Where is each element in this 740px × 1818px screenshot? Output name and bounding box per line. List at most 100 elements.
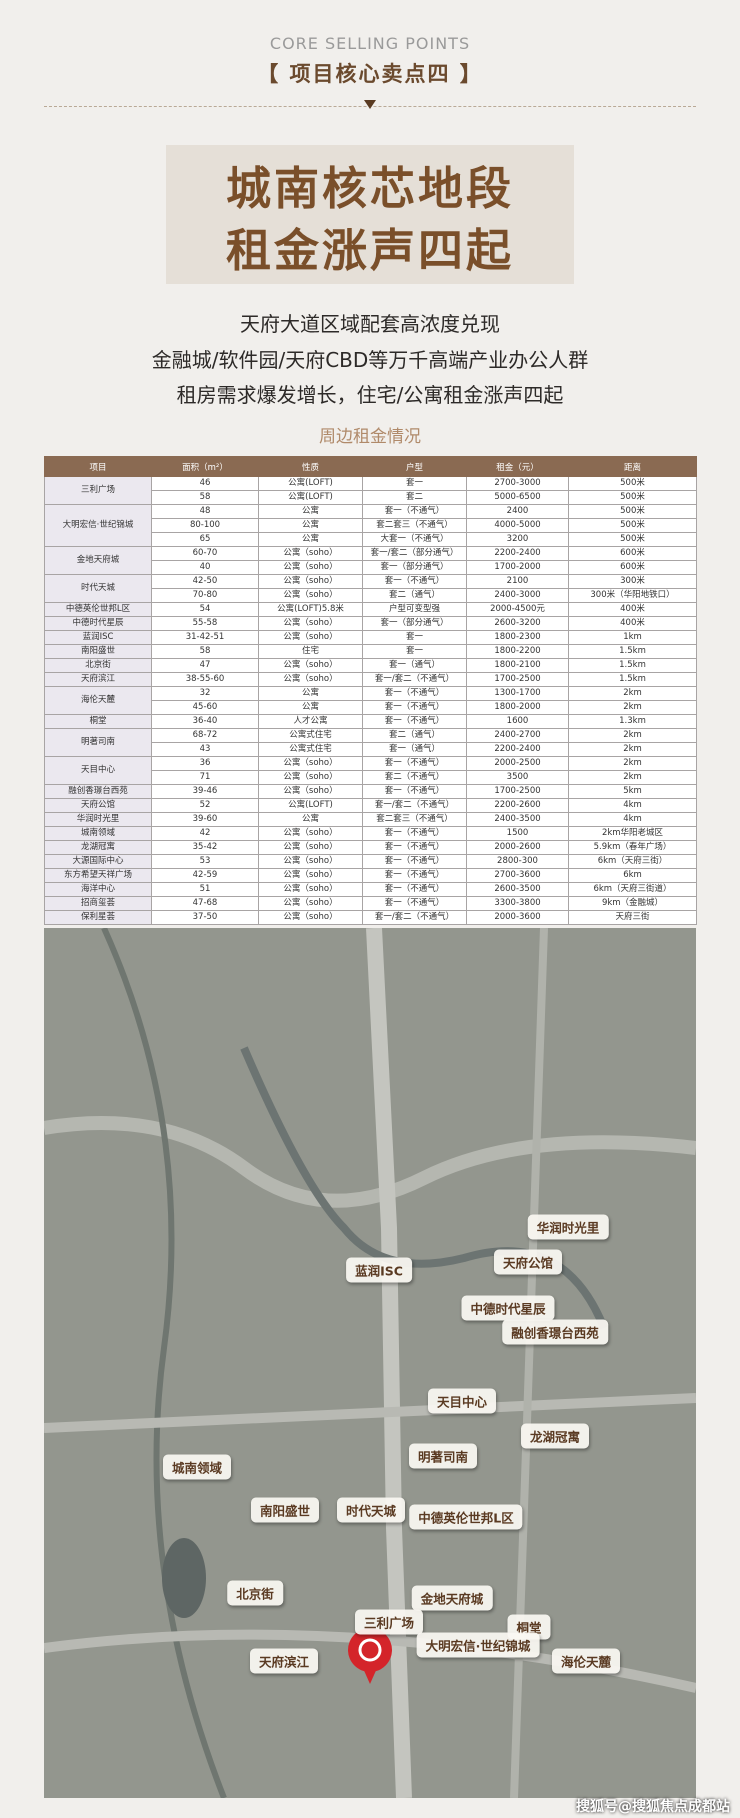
map-label: 大明宏信·世纪锦城 bbox=[416, 1632, 540, 1658]
table-cell: 公寓（soho） bbox=[258, 658, 363, 673]
table-cell: 2km bbox=[568, 700, 697, 715]
table-cell: 公寓 bbox=[258, 700, 363, 715]
table-cell: 3200 bbox=[466, 532, 569, 547]
table-cell: 600米 bbox=[568, 546, 697, 561]
table-cell: 46 bbox=[151, 476, 259, 491]
table-row: 时代天城 42-50 公寓（soho） 套一（不通气） 2100 300米 bbox=[44, 574, 697, 603]
table-cell: 2400-3000 bbox=[466, 588, 569, 603]
table-cell: 公寓 bbox=[258, 504, 363, 519]
table-cell: 500米 bbox=[568, 490, 697, 505]
table-cell: 套一（不通气） bbox=[362, 504, 467, 519]
table-cell: 1600 bbox=[466, 714, 569, 729]
table-cell: 3300-3800 bbox=[466, 896, 569, 911]
table-row: 明著司南 68-72 公寓式住宅 套二（通气） 2400-2700 2km bbox=[44, 728, 697, 757]
table-cell: 300米（华阳地铁口） bbox=[568, 588, 697, 603]
title-box bbox=[166, 145, 574, 284]
table-row: 天府公馆 52 公寓(LOFT) 套一/套二（不通气） 2200-2600 4km bbox=[44, 798, 697, 813]
table-cell: 公寓（soho） bbox=[258, 588, 363, 603]
table-cell: 43 bbox=[151, 742, 259, 757]
table-cell: 39-60 bbox=[151, 812, 259, 827]
table-cell: 2200-2400 bbox=[466, 742, 569, 757]
table-cell: 51 bbox=[151, 882, 259, 897]
column-header: 性质 bbox=[258, 456, 363, 477]
table-cell: 2000-2600 bbox=[466, 840, 569, 855]
map-label: 中德时代星辰 bbox=[461, 1295, 555, 1321]
table-row: 龙湖冠寓 35-42 公寓（soho） 套一（不通气） 2000-2600 5.9km（春… bbox=[44, 840, 697, 855]
table-cell: 套一（不通气） bbox=[362, 756, 467, 771]
table-cell: 户型可变型强 bbox=[362, 602, 467, 617]
table-cell: 32 bbox=[151, 686, 259, 701]
table-row: 南阳盛世 58 住宅 套一 1800-2200 1.5km bbox=[44, 644, 697, 659]
table-cell: 500米 bbox=[568, 532, 697, 547]
intro-line: 租房需求爆发增长，住宅/公寓租金涨声四起 bbox=[176, 383, 564, 407]
project-cell: 中德英伦世邦L区 bbox=[44, 602, 152, 617]
table-row: 80-100 公寓 套二套三（不通气） 4000-5000 500米 bbox=[45, 518, 697, 533]
table-cell: 公寓(LOFT) bbox=[258, 798, 363, 813]
map-label: 南阳盛世 bbox=[250, 1497, 320, 1523]
project-cell: 桐堂 bbox=[44, 714, 152, 729]
table-cell: 39-46 bbox=[151, 784, 259, 799]
table-cell: 2000-3600 bbox=[466, 910, 569, 925]
table-cell: 套一（不通气） bbox=[362, 700, 467, 715]
table-cell: 住宅 bbox=[258, 644, 363, 659]
table-cell: 5.9km（春年广场） bbox=[568, 840, 697, 855]
table-cell: 1800-2300 bbox=[466, 630, 569, 645]
project-cell: 金地天府城 bbox=[44, 546, 152, 575]
table-cell: 套二（通气） bbox=[362, 728, 467, 743]
table-cell: 2200-2600 bbox=[466, 798, 569, 813]
table-cell: 68-72 bbox=[151, 728, 259, 743]
table-cell: 2km华阳老城区 bbox=[568, 826, 697, 841]
table-cell: 套二套三（不通气） bbox=[362, 812, 467, 827]
table-row: 金地天府城 60-70 公寓（soho） 套一/套二（部分通气） 2200-2400 60… bbox=[44, 546, 697, 575]
table-cell: 套一（不通气） bbox=[362, 714, 467, 729]
column-header: 户型 bbox=[362, 456, 467, 477]
column-header: 项目 bbox=[44, 456, 152, 477]
table-cell: 42-59 bbox=[151, 868, 259, 883]
table-cell: 52 bbox=[151, 798, 259, 813]
table-cell: 公寓（soho） bbox=[258, 896, 363, 911]
table-header: 项目 面积（m²） 性质 户型 租金（元） 距离 bbox=[44, 456, 697, 477]
table-cell: 36-40 bbox=[151, 714, 259, 729]
table-row: 北京街 47 公寓（soho） 套一（通气） 1800-2100 1.5km bbox=[44, 658, 697, 673]
table-cell: 套一（不通气） bbox=[362, 896, 467, 911]
table-cell: 1.5km bbox=[568, 644, 697, 659]
table-cell: 71 bbox=[151, 770, 259, 785]
table-row: 华润时光里 39-60 公寓 套二套三（不通气） 2400-3500 4km bbox=[44, 812, 697, 827]
table-row: 海洋中心 51 公寓（soho） 套一（不通气） 2600-3500 6km（天府三街道） bbox=[44, 882, 697, 897]
table-cell: 37-50 bbox=[151, 910, 259, 925]
map-label: 三利广场 bbox=[354, 1609, 424, 1635]
table-cell: 6km（天府三街） bbox=[568, 854, 697, 869]
table-cell: 天府三街 bbox=[568, 910, 697, 925]
project-cell: 海伦天麓 bbox=[44, 686, 152, 715]
table-cell: 套一 bbox=[362, 644, 467, 659]
column-header: 面积（m²） bbox=[151, 456, 259, 477]
table-cell: 53 bbox=[151, 854, 259, 869]
table-cell: 套一（不通气） bbox=[362, 840, 467, 855]
map-label: 城南领域 bbox=[162, 1454, 232, 1480]
column-header: 租金（元） bbox=[466, 456, 569, 477]
project-cell: 北京街 bbox=[44, 658, 152, 673]
table-cell: 公寓(LOFT) bbox=[258, 490, 363, 505]
table-cell: 31-42-51 bbox=[151, 630, 259, 645]
table-row: 大明宏信·世纪锦城 48 公寓 套一（不通气） 2400 500米 bbox=[44, 504, 697, 547]
section-heading: 【 项目核心卖点四 】 bbox=[257, 62, 483, 86]
table-cell: 400米 bbox=[568, 602, 697, 617]
map-label: 北京街 bbox=[227, 1580, 283, 1606]
table-cell: 公寓（soho） bbox=[258, 882, 363, 897]
table-row: 中德时代星辰 55-58 公寓（soho） 套一（部分通气） 2600-3200 400米 bbox=[44, 616, 697, 631]
table-cell: 65 bbox=[151, 532, 259, 547]
watermark: 搜狐号@搜狐焦点成都站 bbox=[576, 1799, 730, 1815]
project-cell: 明著司南 bbox=[44, 728, 152, 757]
map-label: 海伦天麓 bbox=[551, 1648, 621, 1674]
map-label: 金地天府城 bbox=[411, 1585, 493, 1611]
table-cell: 400米 bbox=[568, 616, 697, 631]
table-cell: 公寓（soho） bbox=[258, 770, 363, 785]
table-cell: 1800-2100 bbox=[466, 658, 569, 673]
intro-line: 金融城/软件园/天府CBD等万千高端产业办公人群 bbox=[151, 348, 589, 372]
table-cell: 500米 bbox=[568, 518, 697, 533]
table-cell: 2800-300 bbox=[466, 854, 569, 869]
table-cell: 45-60 bbox=[151, 700, 259, 715]
table-cell: 公寓（soho） bbox=[258, 560, 363, 575]
table-cell: 1300-1700 bbox=[466, 686, 569, 701]
table-cell: 公寓（soho） bbox=[258, 910, 363, 925]
